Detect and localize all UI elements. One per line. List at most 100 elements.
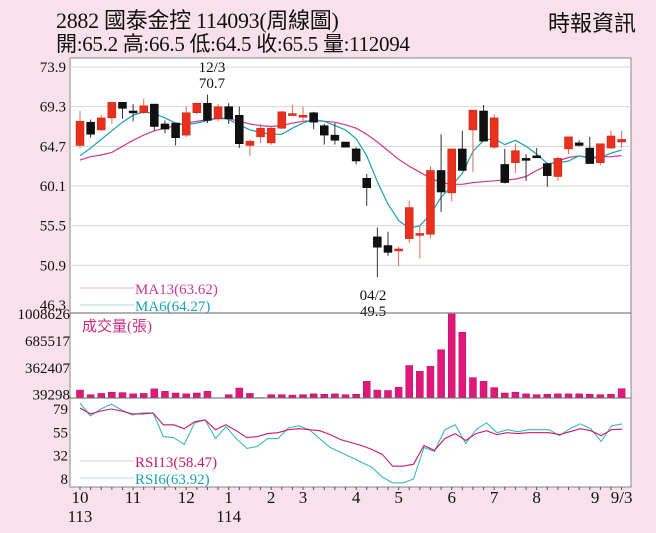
volume-bar [522, 393, 530, 399]
price-legend: MA13(63.62) MA6(64.27) [80, 282, 218, 315]
candle [203, 94, 212, 124]
candle [277, 110, 287, 130]
volume-bar [108, 391, 116, 399]
ohlc-summary: 開:65.2 高:66.5 低:64.5 收:65.5 量:112094 [56, 32, 410, 56]
candle [511, 143, 520, 174]
candle [320, 123, 329, 145]
volume-bar [150, 388, 159, 399]
x-tick-label: 2 [267, 488, 276, 507]
volume-bar [76, 389, 84, 399]
volume-bar [362, 381, 371, 399]
candle [606, 130, 616, 149]
candle [617, 130, 626, 149]
candle [288, 104, 297, 116]
low-value-label: 49.5 [360, 304, 386, 320]
volume-bar [458, 331, 467, 399]
candle [160, 120, 170, 134]
candle [436, 134, 446, 212]
x-tick-label: 3 [299, 488, 308, 507]
candle [245, 139, 255, 156]
volume-bar [490, 387, 498, 399]
price-y-axis: 73.9 69.3 64.7 60.1 55.5 50.9 46.3 [40, 60, 67, 314]
ma13-line [79, 118, 622, 185]
volume-bar [437, 349, 445, 399]
candle [86, 119, 95, 138]
candle [373, 227, 382, 278]
candle [107, 102, 117, 124]
volume-bar [607, 394, 615, 399]
plot-area [69, 57, 632, 488]
volume-tick-label: 39298 [33, 388, 71, 404]
rsi-lines [79, 402, 623, 484]
candle [266, 125, 276, 145]
x-tick-label: 4 [352, 488, 361, 507]
chart-title: 2882 國泰金控 114093(周線圖) [56, 8, 339, 33]
volume-bar [161, 391, 169, 399]
candle [224, 103, 233, 124]
candle [298, 106, 308, 122]
price-tick-label: 46.3 [40, 298, 66, 314]
high-annotation: 12/3 70.7 [199, 60, 226, 92]
price-tick-label: 64.7 [40, 139, 67, 155]
volume-bar [511, 391, 520, 399]
volume-bar [554, 393, 562, 399]
candle [330, 123, 340, 145]
candle [404, 200, 414, 243]
x-year-label: 114 [216, 507, 241, 526]
volume-bar [352, 394, 360, 399]
rsi-tick-label: 55 [53, 426, 68, 442]
volume-y-axis: 1008626 685517 362407 39298 [18, 307, 71, 404]
x-tick-label: 6 [447, 488, 456, 507]
candle [181, 106, 191, 137]
volume-bar [394, 386, 403, 399]
ma6-line [79, 111, 622, 229]
volume-bar [97, 393, 105, 399]
volume-tick-label: 685517 [25, 334, 71, 350]
volume-bar [501, 392, 509, 399]
candle [213, 104, 223, 122]
candle [118, 102, 127, 119]
volume-bar [129, 393, 137, 399]
volume-bar [309, 393, 318, 399]
moving-average-lines [79, 111, 622, 229]
volume-bar [543, 394, 552, 399]
volume-bar [235, 387, 244, 399]
candle [309, 111, 318, 130]
volume-bar [203, 391, 212, 399]
volume-title: 成交量(張) [82, 317, 152, 335]
volume-bar [373, 389, 382, 399]
candle [150, 103, 159, 131]
low-date-label: 04/2 [360, 288, 387, 304]
price-tick-label: 69.3 [40, 100, 66, 116]
volume-bar [447, 313, 456, 399]
x-tick-label: 11 [125, 488, 141, 507]
volume-bar [416, 371, 424, 399]
rsi-y-axis: 79 55 32 8 [53, 402, 68, 488]
rsi-legend: RSI13(58.47) RSI6(63.92) [80, 455, 217, 488]
candle [171, 122, 180, 146]
volume-bar [405, 365, 413, 399]
price-tick-label: 73.9 [40, 60, 66, 76]
candle [394, 246, 403, 267]
candle [553, 156, 563, 181]
candle [543, 162, 552, 187]
volume-bar [182, 393, 190, 399]
rsi6-line [79, 402, 623, 484]
x-tick-label: 5 [394, 488, 403, 507]
rsi13-line [79, 407, 623, 467]
candle [75, 110, 85, 149]
rsi-tick-label: 79 [53, 402, 68, 418]
candle [256, 123, 265, 143]
price-tick-label: 55.5 [40, 219, 66, 235]
volume-bar [331, 393, 339, 399]
candle [574, 140, 584, 147]
candle [489, 114, 499, 149]
candle [585, 136, 595, 164]
volume-bar [320, 394, 329, 399]
candle [128, 104, 138, 122]
volume-bar [139, 393, 148, 399]
price-grid [70, 66, 631, 266]
candle [500, 148, 510, 184]
